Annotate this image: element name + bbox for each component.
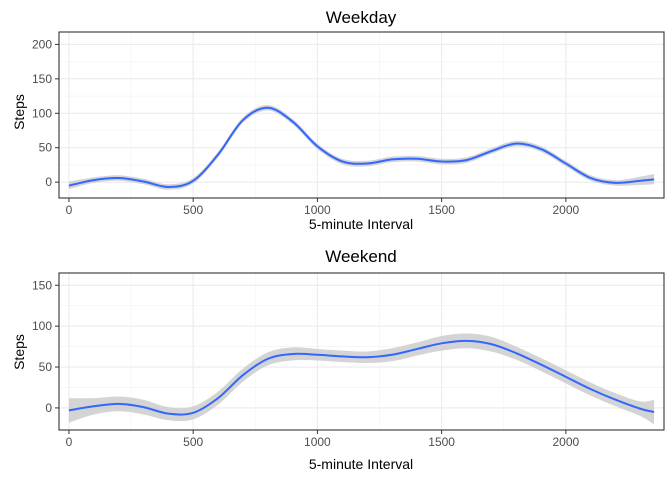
panel-weekend: Weekend 5-minute Interval Steps 0 500 1000… [11, 247, 665, 472]
y-axis-title: Steps [11, 334, 27, 370]
series-line [68, 339, 655, 416]
panel-title: Weekend [325, 247, 397, 266]
y-tick-label: 0 [45, 401, 52, 415]
series-line [68, 106, 655, 188]
plot-area: 0 500 1000 1500 2000 0 50 100 150 200 [32, 31, 665, 217]
x-tick-label: 0 [66, 435, 73, 449]
x-tick-label: 1500 [428, 435, 455, 449]
panel-title: Weekday [326, 8, 397, 27]
y-tick-label: 0 [45, 175, 52, 189]
y-tick-label: 100 [32, 319, 52, 333]
y-tick-label: 100 [32, 106, 52, 120]
x-axis-title: 5-minute Interval [309, 216, 413, 232]
x-tick-label: 500 [183, 203, 203, 217]
panel-weekday: Weekday 5-minute Interval Steps 0 500 1000… [11, 8, 665, 232]
x-axis-title: 5-minute Interval [309, 456, 413, 472]
y-axis-title: Steps [11, 94, 27, 130]
y-tick-label: 150 [32, 72, 52, 86]
x-tick-label: 2000 [553, 435, 580, 449]
plot-area: 0 500 1000 1500 2000 0 50 100 150 [32, 272, 665, 449]
y-tick-label: 50 [39, 141, 53, 155]
x-tick-label: 2000 [553, 203, 580, 217]
y-tick-label: 200 [32, 37, 52, 51]
confidence-band [68, 333, 655, 425]
x-tick-label: 1000 [304, 435, 331, 449]
x-tick-label: 0 [66, 203, 73, 217]
y-tick-label: 50 [39, 360, 53, 374]
x-tick-label: 500 [183, 435, 203, 449]
x-tick-label: 1500 [428, 203, 455, 217]
y-tick-label: 150 [32, 278, 52, 292]
panel-border [58, 272, 665, 431]
panel-border [58, 31, 665, 199]
x-tick-label: 1000 [304, 203, 331, 217]
